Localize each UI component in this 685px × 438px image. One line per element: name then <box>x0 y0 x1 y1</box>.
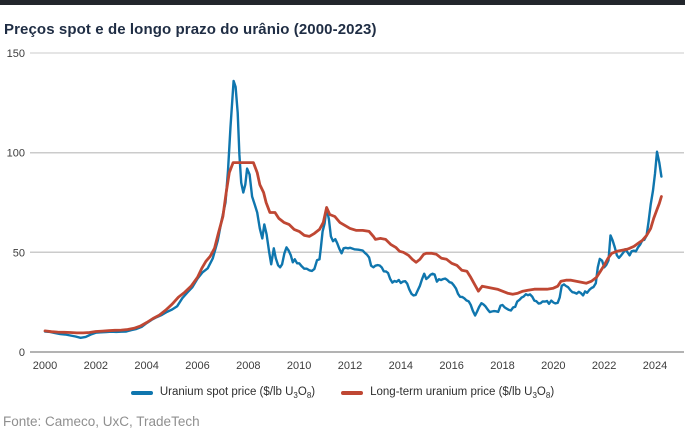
page-title: Preços spot e de longo prazo do urânio (… <box>4 21 377 39</box>
x-tick-label: 2006 <box>185 360 209 372</box>
x-tick-label: 2004 <box>134 360 158 372</box>
price-chart: 0 50 100 150 2000 2002 2004 2006 2008 2010 2012 201… <box>7 48 684 372</box>
longterm-price-line <box>43 161 663 335</box>
y-tick-label: 150 <box>7 48 25 60</box>
y-tick-label: 100 <box>7 148 25 160</box>
legend-label-spot: Uranium spot price ($/lb U3O8) <box>159 386 316 400</box>
top-accent-bar <box>0 0 685 5</box>
spot-line-swatch <box>130 391 153 395</box>
x-tick-label: 2000 <box>33 360 57 372</box>
source-note: Fonte: Cameco, UxC, TradeTech <box>3 414 200 429</box>
y-tick-label: 0 <box>19 347 25 359</box>
x-tick-label: 2012 <box>338 360 362 372</box>
x-tick-label: 2022 <box>592 360 616 372</box>
x-tick-label: 2018 <box>490 360 514 372</box>
legend-item-spot: Uranium spot price ($/lb U3O8) <box>130 386 316 400</box>
longterm-line-swatch <box>341 391 364 395</box>
chart-area: 0 50 100 150 2000 2002 2004 2006 2008 2010 2012 201… <box>0 42 685 377</box>
x-tick-label: 2016 <box>439 360 463 372</box>
legend-item-longterm: Long-term uranium price ($/lb U3O8) <box>341 386 554 400</box>
chart-legend: Uranium spot price ($/lb U3O8) Long-term… <box>0 383 685 403</box>
legend-label-longterm: Long-term uranium price ($/lb U3O8) <box>370 386 555 400</box>
spot-price-line <box>43 79 663 339</box>
x-tick-label: 2010 <box>287 360 311 372</box>
x-tick-label: 2020 <box>541 360 565 372</box>
y-tick-label: 50 <box>13 247 25 259</box>
x-tick-label: 2002 <box>84 360 108 372</box>
x-tick-label: 2024 <box>643 360 667 372</box>
x-tick-label: 2014 <box>389 360 413 372</box>
x-tick-label: 2008 <box>236 360 260 372</box>
